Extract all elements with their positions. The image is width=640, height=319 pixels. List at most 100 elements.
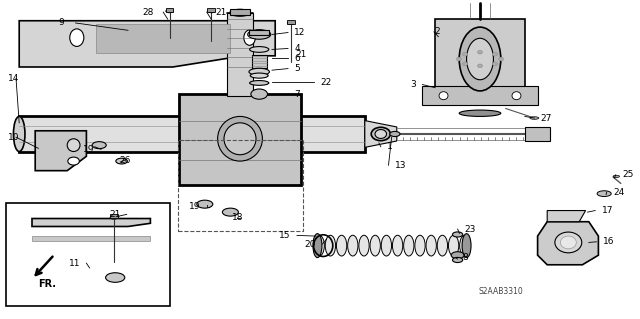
Ellipse shape <box>492 62 497 66</box>
Text: 17: 17 <box>602 206 613 215</box>
Text: 20: 20 <box>305 240 316 249</box>
Text: FR.: FR. <box>38 279 56 289</box>
Ellipse shape <box>463 52 468 56</box>
Ellipse shape <box>404 235 414 256</box>
Ellipse shape <box>348 235 358 256</box>
Ellipse shape <box>251 89 268 99</box>
Text: 19: 19 <box>189 202 200 211</box>
Ellipse shape <box>597 191 611 197</box>
Text: 19: 19 <box>83 145 95 154</box>
Ellipse shape <box>426 235 436 256</box>
Text: 26: 26 <box>120 156 131 165</box>
Polygon shape <box>435 19 525 102</box>
Ellipse shape <box>437 235 447 256</box>
Ellipse shape <box>230 9 250 16</box>
Ellipse shape <box>492 52 497 56</box>
Text: 3: 3 <box>410 80 416 89</box>
Ellipse shape <box>456 57 461 61</box>
Ellipse shape <box>67 139 80 152</box>
Ellipse shape <box>250 73 268 78</box>
Ellipse shape <box>337 235 347 256</box>
Ellipse shape <box>561 236 577 249</box>
Ellipse shape <box>555 232 582 253</box>
Text: 16: 16 <box>603 237 614 246</box>
Bar <box>207 8 215 12</box>
Bar <box>6 203 170 306</box>
Ellipse shape <box>463 62 468 66</box>
Ellipse shape <box>530 117 539 119</box>
Ellipse shape <box>70 29 84 46</box>
Text: 11: 11 <box>68 259 80 268</box>
Ellipse shape <box>68 157 79 165</box>
Text: 22: 22 <box>320 78 332 87</box>
Bar <box>227 13 253 96</box>
Bar <box>110 214 118 218</box>
Polygon shape <box>32 219 150 226</box>
Ellipse shape <box>218 116 262 161</box>
Ellipse shape <box>224 123 256 155</box>
Ellipse shape <box>375 130 387 138</box>
Text: 15: 15 <box>279 231 291 240</box>
Text: 21: 21 <box>109 210 120 219</box>
Text: 28: 28 <box>142 8 154 17</box>
Bar <box>166 8 173 12</box>
Text: 1: 1 <box>387 142 393 151</box>
Ellipse shape <box>467 38 493 80</box>
Text: 7: 7 <box>294 90 300 99</box>
Ellipse shape <box>248 30 271 39</box>
Ellipse shape <box>250 47 269 52</box>
Text: 25: 25 <box>622 170 634 179</box>
Ellipse shape <box>371 127 390 141</box>
Ellipse shape <box>392 235 403 256</box>
Ellipse shape <box>499 57 504 61</box>
Text: 6: 6 <box>294 54 300 63</box>
Ellipse shape <box>449 235 459 256</box>
Ellipse shape <box>110 216 118 219</box>
Ellipse shape <box>92 142 106 149</box>
Ellipse shape <box>106 273 125 282</box>
Ellipse shape <box>390 131 400 137</box>
Polygon shape <box>32 236 150 241</box>
Ellipse shape <box>172 29 186 46</box>
Text: 5: 5 <box>294 64 300 73</box>
Ellipse shape <box>250 80 269 85</box>
Ellipse shape <box>477 50 483 54</box>
Polygon shape <box>19 21 275 67</box>
Ellipse shape <box>460 110 501 116</box>
Ellipse shape <box>477 64 483 68</box>
Ellipse shape <box>439 92 448 100</box>
Ellipse shape <box>613 175 620 177</box>
Text: 24: 24 <box>613 188 625 197</box>
Polygon shape <box>422 86 538 105</box>
Polygon shape <box>547 211 586 222</box>
Polygon shape <box>35 131 86 171</box>
Ellipse shape <box>381 235 392 256</box>
Polygon shape <box>538 222 598 265</box>
Ellipse shape <box>452 257 463 263</box>
Ellipse shape <box>13 116 25 152</box>
Ellipse shape <box>415 235 425 256</box>
Ellipse shape <box>207 10 215 13</box>
Bar <box>179 94 301 185</box>
Polygon shape <box>525 127 550 141</box>
Bar <box>230 9 250 15</box>
Ellipse shape <box>244 30 255 45</box>
Ellipse shape <box>287 21 295 25</box>
Ellipse shape <box>512 92 521 100</box>
Polygon shape <box>365 121 397 147</box>
Text: 14: 14 <box>8 74 19 83</box>
Ellipse shape <box>313 234 322 258</box>
Text: 2: 2 <box>435 27 440 36</box>
Text: 9: 9 <box>58 19 64 27</box>
Text: 21: 21 <box>296 50 307 59</box>
Polygon shape <box>19 116 365 152</box>
Ellipse shape <box>460 27 501 91</box>
Text: 27: 27 <box>541 114 552 122</box>
Text: 21: 21 <box>215 8 227 17</box>
Ellipse shape <box>370 235 380 256</box>
Text: 10: 10 <box>8 133 19 142</box>
Ellipse shape <box>166 10 173 13</box>
Text: S2AAB3310: S2AAB3310 <box>479 287 524 296</box>
Text: 12: 12 <box>294 28 306 37</box>
Ellipse shape <box>325 235 335 256</box>
